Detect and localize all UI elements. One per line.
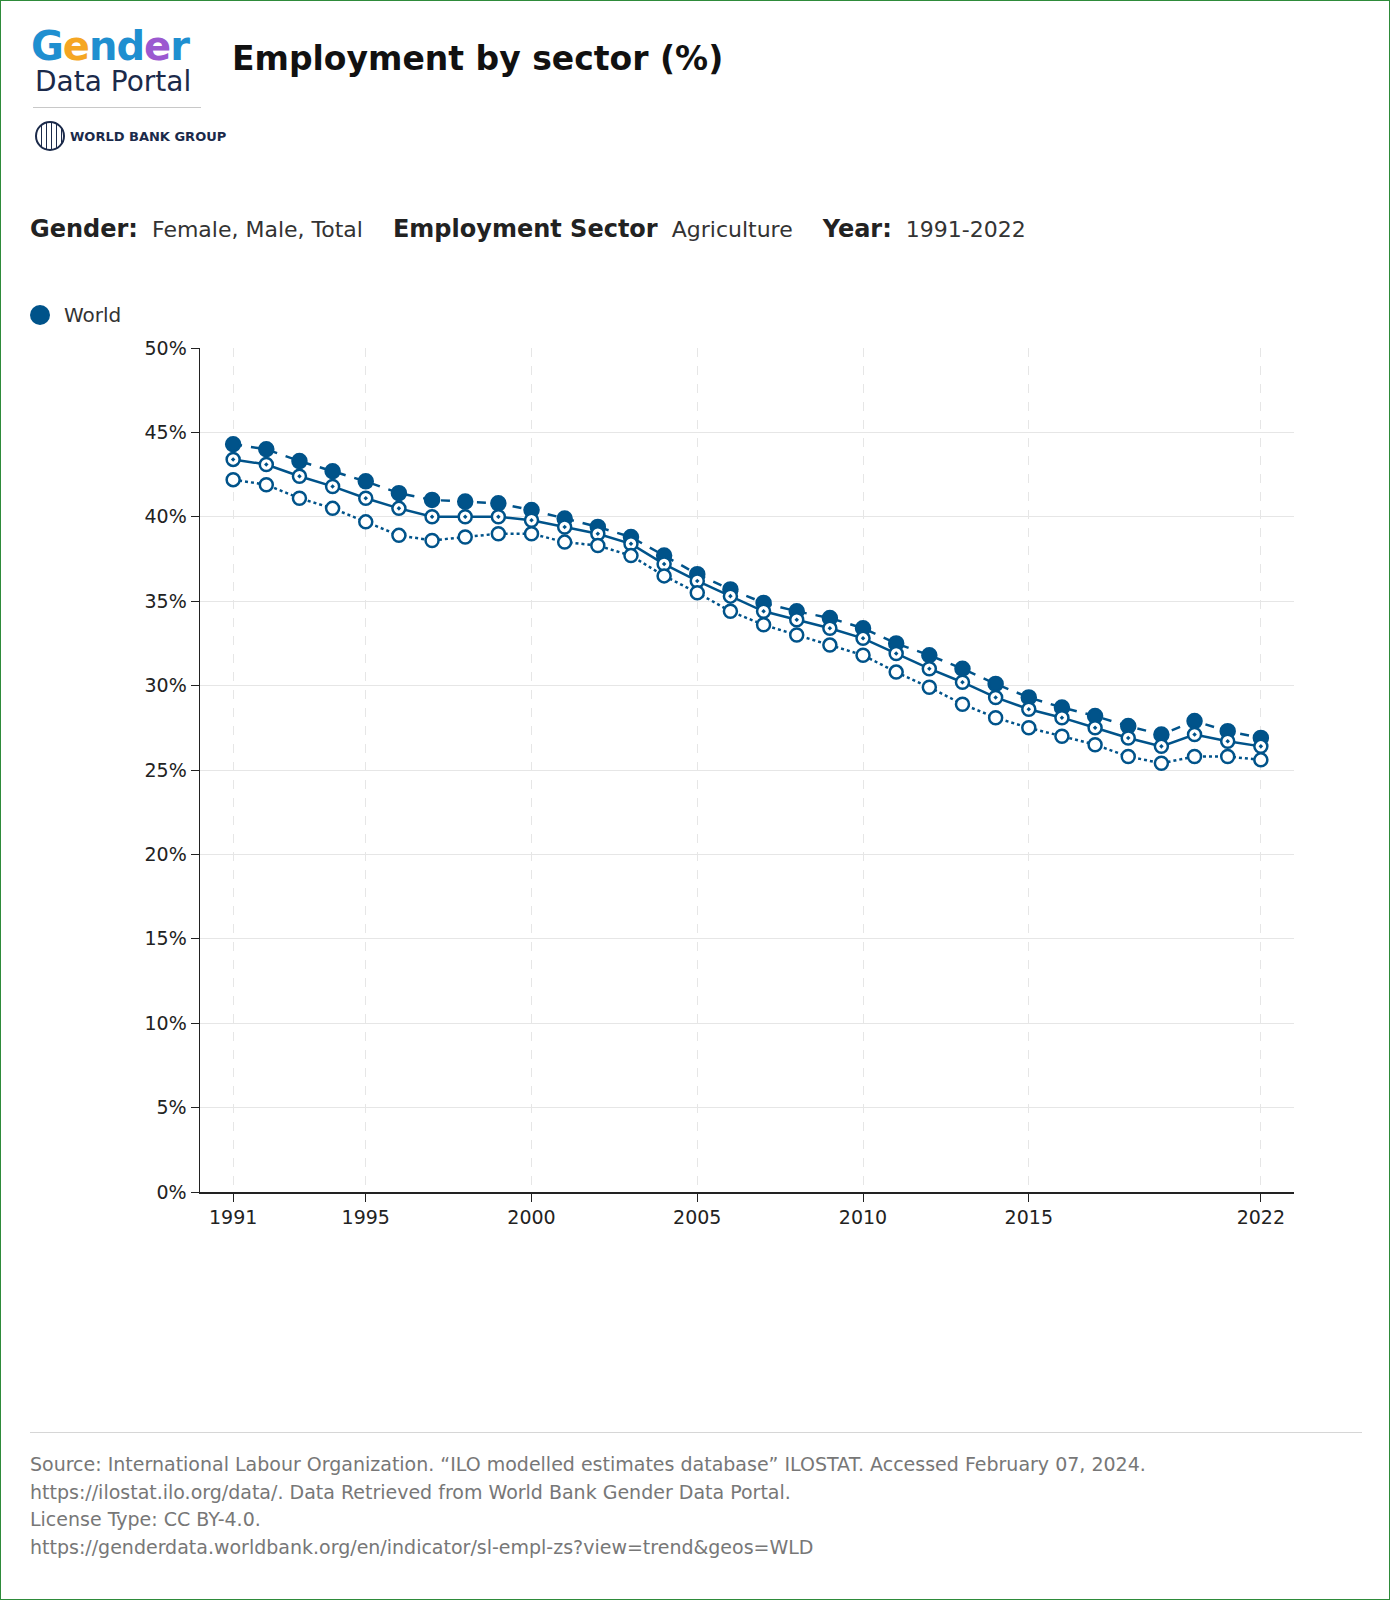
html-text:Year:: Year:	[822, 215, 892, 243]
html-text:Female, Male, Total: Female, Male, Total	[152, 217, 363, 242]
svg-text:1991: 1991	[209, 1206, 257, 1228]
svg-text:35%: 35%	[144, 590, 186, 612]
svg-text:0%: 0%	[157, 1181, 187, 1203]
svg-text:2010: 2010	[839, 1206, 887, 1228]
html-text:License Type: CC BY-4.0.: License Type: CC BY-4.0.	[30, 1508, 261, 1530]
html-text:World: World	[64, 303, 122, 327]
html-text:Source: International Labour O: Source: International Labour Organizatio…	[30, 1453, 1146, 1475]
svg-text:50%: 50%	[144, 337, 186, 359]
html-text:1991-2022: 1991-2022	[905, 217, 1026, 242]
svg-text:20%: 20%	[144, 843, 186, 865]
svg-text:2005: 2005	[673, 1206, 721, 1228]
html-text:Data Portal: Data Portal	[35, 65, 192, 98]
svg-text:2015: 2015	[1005, 1206, 1053, 1228]
svg-text:10%: 10%	[144, 1012, 186, 1034]
svg-text:5%: 5%	[157, 1096, 187, 1118]
html-text:https://ilostat.ilo.org/data/.: https://ilostat.ilo.org/data/. Data Retr…	[30, 1480, 791, 1503]
svg-text:1995: 1995	[342, 1206, 390, 1228]
html-text:WORLD BANK GROUP: WORLD BANK GROUP	[70, 128, 227, 144]
html-text:https://genderdata.worldbank.o: https://genderdata.worldbank.org/en/indi…	[30, 1535, 814, 1558]
svg-text:45%: 45%	[144, 421, 186, 443]
svg-text:15%: 15%	[144, 927, 186, 949]
svg-text:30%: 30%	[144, 674, 186, 696]
svg-text:2000: 2000	[507, 1206, 555, 1228]
svg-text:2022: 2022	[1237, 1206, 1285, 1228]
html-text:Gender:: Gender:	[30, 215, 138, 243]
svg-text:40%: 40%	[144, 505, 186, 527]
svg-text:25%: 25%	[144, 759, 186, 781]
html-text:G e n d e r: G e n d e r	[31, 23, 189, 69]
html-text:Employment by sector (%): Employment by sector (%)	[232, 39, 724, 78]
html-text:Employment Sector: Employment Sector	[393, 215, 658, 243]
html-text:Agriculture: Agriculture	[671, 217, 793, 242]
